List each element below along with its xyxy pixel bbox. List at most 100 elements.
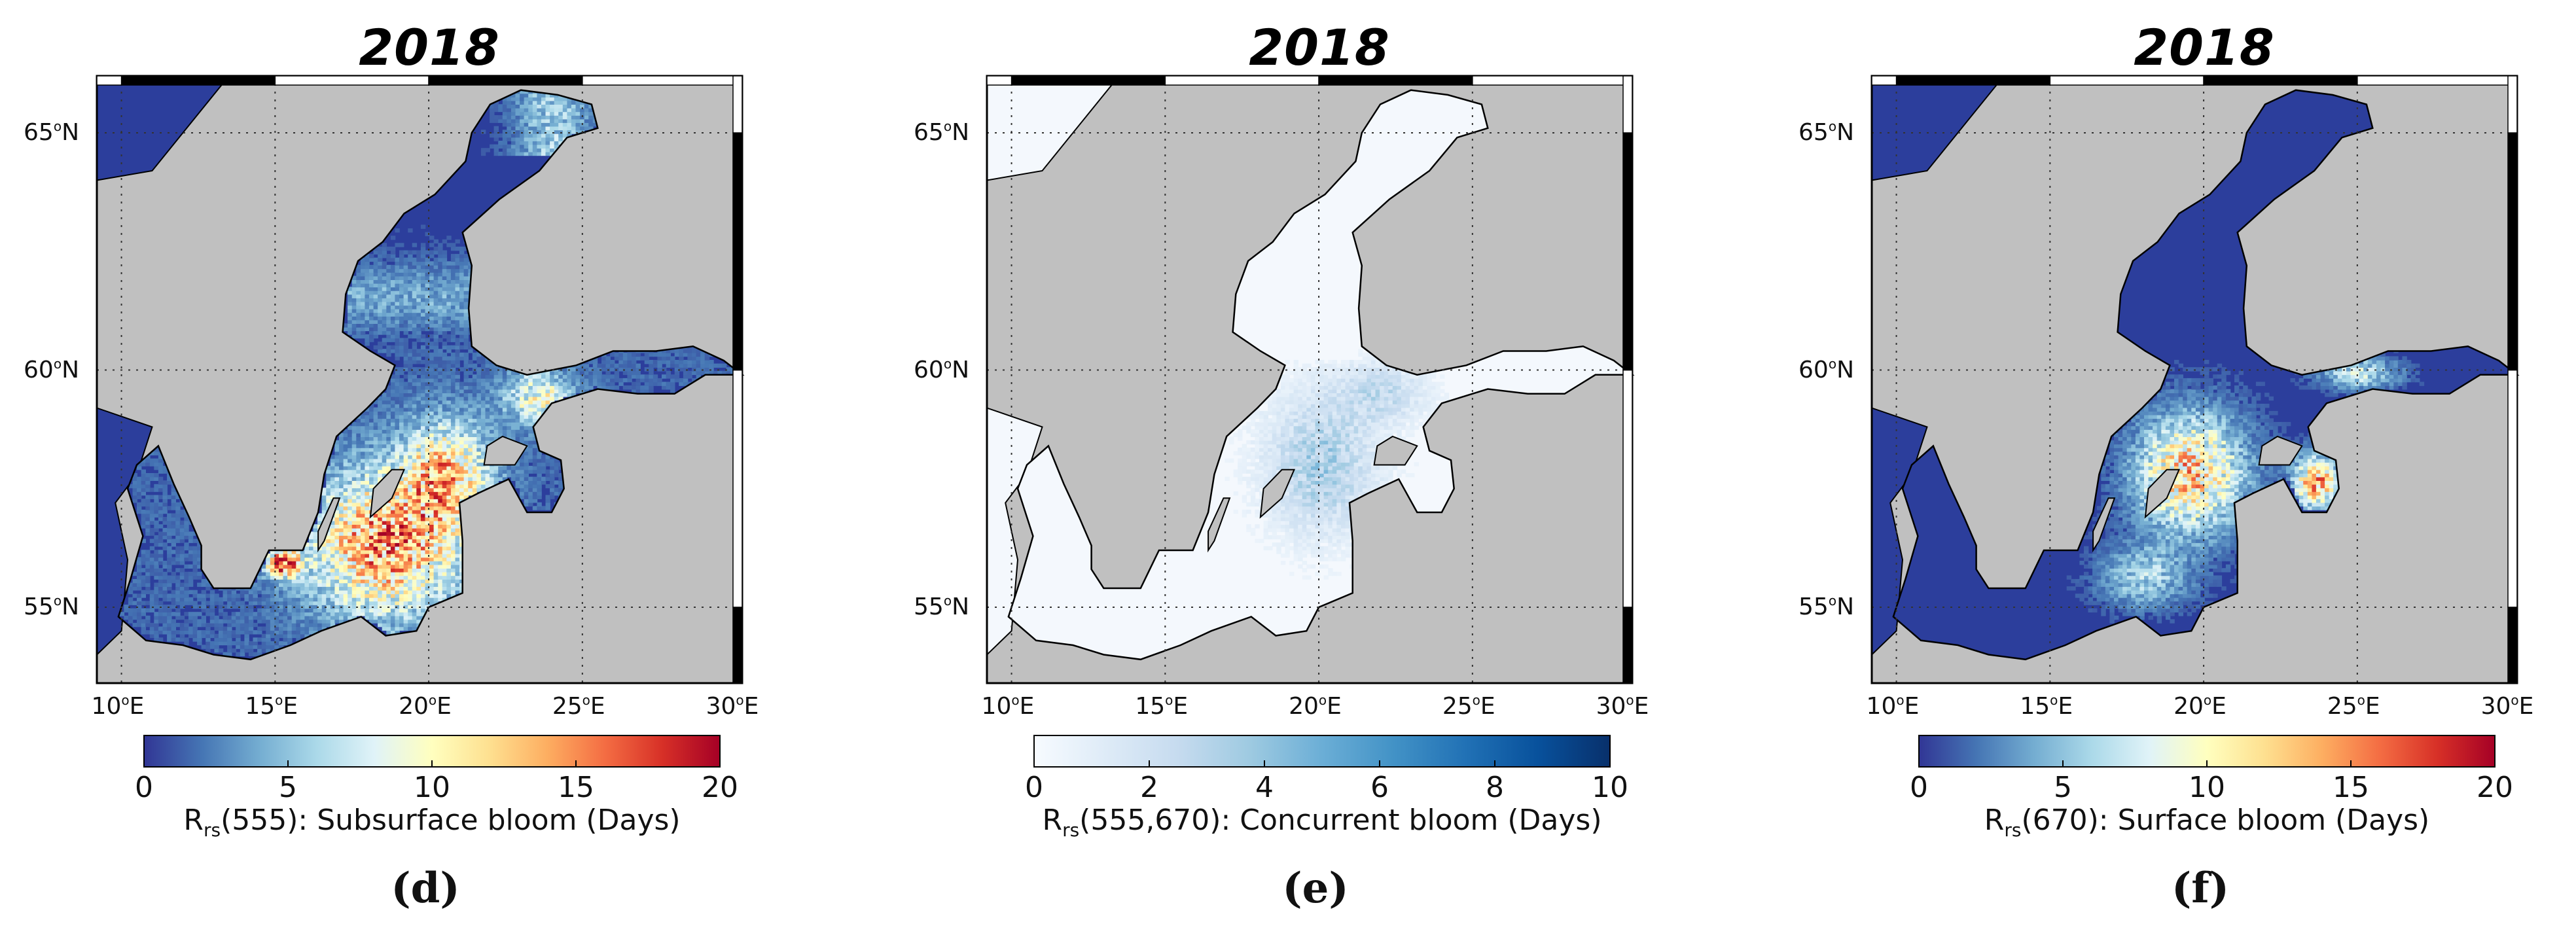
island (369, 468, 406, 519)
frame-band (2507, 132, 2518, 371)
longitude-label: 25oE (2327, 692, 2380, 720)
colorbar-tick-label: 6 (1370, 771, 1389, 804)
panel-f: 2018 65oN 60oN 55oN 10oE 15oE 20oE 25oE 30oE 0 5 10… (1775, 0, 2576, 937)
colorbar-tick-label: 0 (135, 771, 153, 804)
latitude-label: 55oN (24, 593, 79, 620)
colorbar-tick-label: 5 (2054, 771, 2072, 804)
longitude-label: 15oE (245, 692, 298, 720)
coastline (117, 89, 745, 661)
colorbar (1033, 735, 1611, 768)
longitude-label: 20oE (399, 692, 452, 720)
frame-band (1871, 75, 1897, 86)
frame-band (2049, 75, 2204, 86)
map-title: 2018 (359, 18, 500, 77)
map-plot (986, 75, 1635, 768)
latitude-label: 65oN (1798, 118, 1854, 146)
longitude-label: 30oE (706, 692, 759, 720)
frame-band (1622, 132, 1633, 371)
colorbar-tick-label: 20 (2477, 771, 2513, 804)
latitude-label: 65oN (914, 118, 969, 146)
panel-letter: (d) (391, 864, 460, 913)
colorbar-tick-label: 0 (1025, 771, 1043, 804)
latitude-label: 65oN (24, 118, 79, 146)
longitude-label: 10oE (91, 692, 145, 720)
colorbar-label: Rrs(670): Surface bloom (Days) (1984, 804, 2430, 841)
longitude-label: 20oE (2174, 692, 2227, 720)
frame-band (732, 75, 743, 133)
colorbar-label: Rrs(555,670): Concurrent bloom (Days) (1042, 804, 1602, 841)
island (2144, 468, 2181, 519)
island (2092, 497, 2116, 553)
colorbar-tick-label: 10 (2189, 771, 2225, 804)
frame-band (96, 75, 122, 86)
frame-band (2357, 75, 2512, 86)
colorbar-tick-label: 8 (1486, 771, 1504, 804)
colorbar-tick-label: 10 (414, 771, 450, 804)
frame-band (2507, 369, 2518, 608)
latitude-label: 55oN (914, 593, 969, 620)
frame-band (582, 75, 737, 86)
colorbar-tick-label: 10 (1592, 771, 1628, 804)
coastline (1007, 89, 1635, 661)
panel-e: 2018 65oN 60oN 55oN 10oE 15oE 20oE 25oE 30oE 0 2 4 6… (890, 0, 1749, 937)
frame-band (732, 607, 743, 684)
frame-band (1895, 75, 2051, 86)
island (1259, 468, 1296, 519)
colorbar-tick-label: 4 (1255, 771, 1274, 804)
frame-band (1011, 75, 1166, 86)
frame-band (732, 369, 743, 608)
colorbar-tick-label: 0 (1910, 771, 1928, 804)
sea-raster (1008, 90, 1632, 660)
latitude-label: 60oN (24, 355, 79, 383)
longitude-label: 30oE (2480, 692, 2534, 720)
map-plot (96, 75, 745, 768)
island (317, 497, 341, 553)
frame-band (1318, 75, 1473, 86)
open-ocean (987, 76, 1120, 656)
frame-band (1622, 369, 1633, 608)
frame-band (2507, 607, 2518, 684)
frame-band (732, 132, 743, 371)
frame-band (986, 75, 1012, 86)
frame-band (1622, 607, 1633, 684)
island (2258, 435, 2303, 466)
longitude-label: 10oE (981, 692, 1035, 720)
island (483, 435, 528, 466)
island (1373, 435, 1418, 466)
colorbar-tick-label: 20 (702, 771, 738, 804)
frame-band (428, 75, 583, 86)
frame-band (2203, 75, 2358, 86)
latitude-label: 60oN (914, 355, 969, 383)
longitude-label: 20oE (1289, 692, 1342, 720)
colorbar-tick-label: 15 (2333, 771, 2369, 804)
sea-raster (1893, 90, 2517, 660)
longitude-label: 30oE (1596, 692, 1649, 720)
colorbar-tick-label: 15 (558, 771, 594, 804)
panel-d: 2018 65oN 60oN 55oN 10oE 15oE 20oE 25oE 30oE 0 5 10… (0, 0, 859, 937)
longitude-label: 15oE (2020, 692, 2073, 720)
longitude-label: 15oE (1135, 692, 1189, 720)
map-plot (1870, 75, 2520, 768)
frame-band (1622, 75, 1633, 133)
frame-band (1472, 75, 1627, 86)
longitude-label: 25oE (552, 692, 605, 720)
frame-band (120, 75, 276, 86)
island (1208, 497, 1231, 553)
colorbar-label: Rrs(555): Subsurface bloom (Days) (183, 804, 681, 841)
frame-band (2507, 75, 2518, 133)
frame-band (1164, 75, 1319, 86)
colorbar-tick-label: 5 (279, 771, 297, 804)
longitude-label: 25oE (1442, 692, 1495, 720)
map-title: 2018 (1249, 18, 1390, 77)
sea-raster (118, 90, 742, 660)
latitude-label: 55oN (1798, 593, 1854, 620)
colorbar-tick-label: 2 (1140, 771, 1158, 804)
frame-band (274, 75, 429, 86)
latitude-label: 60oN (1798, 355, 1854, 383)
panel-letter: (f) (2171, 864, 2230, 913)
map-title: 2018 (2134, 18, 2275, 77)
longitude-label: 10oE (1866, 692, 1920, 720)
open-ocean (1872, 76, 2005, 656)
coastline (1892, 89, 2520, 661)
panel-letter: (e) (1282, 864, 1349, 913)
